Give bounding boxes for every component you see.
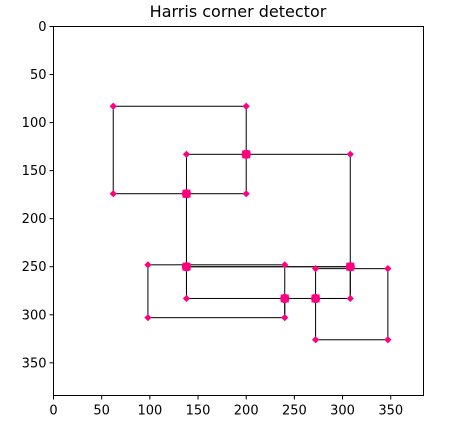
corner-markers	[109, 102, 392, 344]
plot-area	[53, 26, 424, 396]
y-axis: 0 50 100 150 200 250 300 350	[22, 20, 54, 371]
y-tick-label-200: 200	[22, 212, 47, 227]
corner-point-16	[384, 336, 392, 344]
corner-point-1	[109, 102, 117, 110]
chart-title: Harris corner detector	[150, 2, 327, 21]
corner-point-14	[384, 265, 392, 273]
corner-point-6	[346, 150, 354, 158]
corner-point-9	[144, 314, 152, 322]
corner-point-11	[182, 294, 191, 303]
y-tick-label-350: 350	[22, 356, 47, 371]
strong-corner-square-4	[346, 262, 355, 271]
y-tick-label-250: 250	[22, 260, 47, 275]
corner-point-5	[182, 150, 191, 158]
corner-point-8	[281, 261, 289, 269]
corner-point-15	[311, 336, 320, 344]
corner-point-10	[281, 314, 289, 322]
corner-point-4	[242, 190, 250, 198]
y-tick-label-50: 50	[30, 68, 47, 83]
x-tick-label-50: 50	[93, 404, 110, 419]
corner-point-3	[109, 190, 117, 198]
x-tick-label-300: 300	[330, 404, 355, 419]
y-tick-label-300: 300	[22, 308, 47, 323]
edge-lines	[112, 105, 389, 341]
x-tick-label-200: 200	[234, 404, 259, 419]
x-tick-label-150: 150	[186, 404, 211, 419]
x-tick-label-0: 0	[49, 404, 57, 419]
edge-rectangle-3	[147, 264, 286, 319]
x-axis: 0 50 100 150 200 250 300 350	[49, 395, 403, 419]
x-tick-label-350: 350	[378, 404, 403, 419]
strong-corner-square-6	[311, 294, 320, 303]
y-tick-label-100: 100	[22, 116, 47, 131]
y-tick-label-0: 0	[38, 20, 46, 35]
x-tick-label-100: 100	[137, 404, 162, 419]
corner-point-7	[144, 261, 152, 269]
plot-frame	[53, 26, 424, 396]
corner-point-12	[346, 294, 354, 303]
corner-point-13	[311, 265, 320, 273]
y-tick-label-150: 150	[22, 164, 47, 179]
strong-corner-square-2	[182, 189, 191, 198]
x-tick-label-250: 250	[282, 404, 307, 419]
strong-corner-square-3	[182, 262, 191, 271]
corner-point-2	[242, 102, 250, 110]
strong-corner-square-1	[242, 150, 251, 159]
strong-corner-square-5	[280, 294, 289, 303]
